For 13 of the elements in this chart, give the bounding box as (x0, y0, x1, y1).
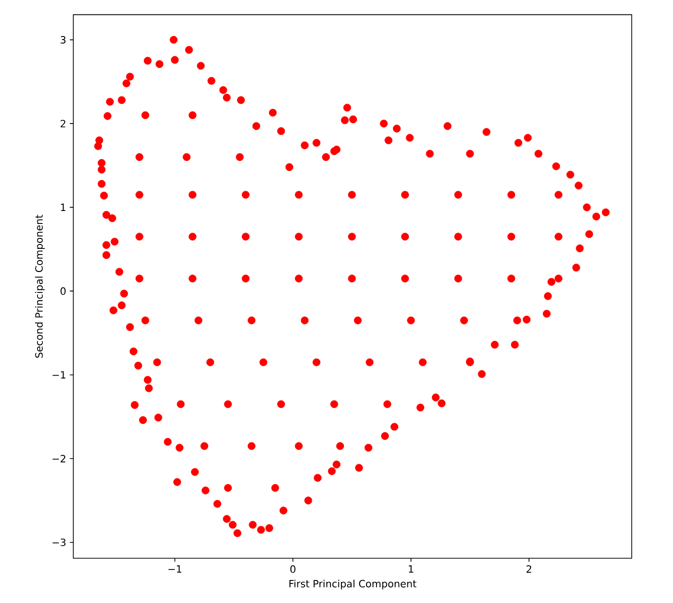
y-tick-label: −1 (52, 371, 66, 378)
y-tick-label: −2 (52, 454, 66, 462)
y-tick-label: −3 (52, 538, 66, 546)
y-tick-label: 1 (61, 204, 66, 211)
x-tick-label: 0 (290, 565, 296, 573)
y-tick-label: 3 (60, 36, 66, 44)
y-axis-title: Second Principal Component (35, 214, 45, 358)
x-tick-label: 2 (526, 565, 532, 573)
y-tick-label: 0 (60, 287, 66, 295)
y-tick-label: 2 (60, 120, 66, 128)
x-axis-title: First Principal Component (289, 580, 416, 590)
x-tick-label: 1 (408, 565, 414, 573)
x-tick-label: −1 (168, 565, 182, 573)
